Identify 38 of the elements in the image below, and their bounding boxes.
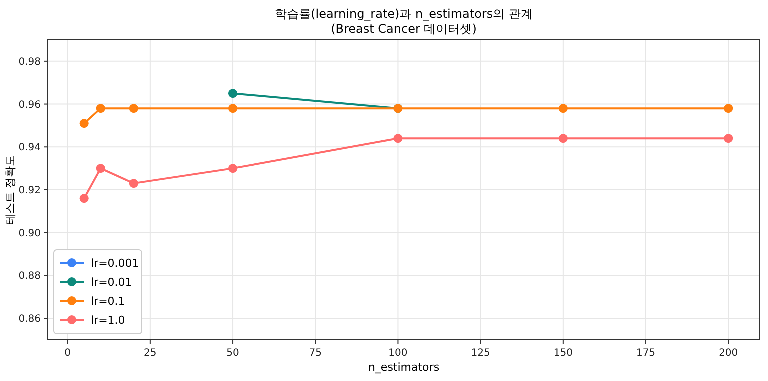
point: [558, 104, 568, 114]
point: [228, 89, 238, 98]
y-tick-label: 0.98: [18, 56, 41, 68]
point: [394, 134, 403, 144]
x-tick-label: 50: [226, 348, 240, 359]
chart-title: 학습률(learning_rate)과 n_estimators의 관계: [275, 7, 533, 21]
legend-label: lr=0.1: [91, 295, 126, 308]
y-tick-label: 0.86: [18, 314, 41, 326]
point: [80, 119, 89, 128]
y-tick-label: 0.90: [18, 228, 41, 240]
x-tick-label: 200: [719, 348, 738, 359]
x-tick-label: 0: [64, 348, 72, 359]
x-tick-label: 175: [636, 348, 656, 359]
point: [129, 104, 138, 114]
y-tick-label: 0.92: [18, 186, 41, 196]
x-tick-label: 150: [554, 348, 573, 359]
y-tick-label: 0.96: [18, 100, 41, 111]
point: [558, 134, 568, 144]
point: [96, 104, 106, 114]
x-tick-label: 75: [309, 348, 322, 359]
point: [80, 194, 89, 204]
point: [724, 134, 734, 144]
point: [228, 104, 238, 114]
x-tick-label: 100: [388, 348, 408, 359]
y-tick-label: 0.88: [18, 271, 41, 282]
y-tick-label: 0.94: [18, 142, 41, 154]
x-axis-title: n_estimators: [368, 361, 440, 374]
point: [724, 104, 734, 114]
y-axis-title: 테스트 정확도: [4, 155, 17, 225]
point: [129, 179, 138, 188]
x-tick-label: 25: [144, 348, 157, 359]
point: [228, 164, 238, 174]
chart-subtitle: (Breast Cancer 데이터셋): [331, 22, 477, 36]
legend-label: lr=1.0: [91, 314, 126, 327]
x-tick-label: 125: [471, 348, 490, 359]
legend-label: lr=0.01: [91, 276, 132, 289]
legend-label: lr=0.001: [91, 257, 140, 270]
point: [96, 164, 106, 174]
